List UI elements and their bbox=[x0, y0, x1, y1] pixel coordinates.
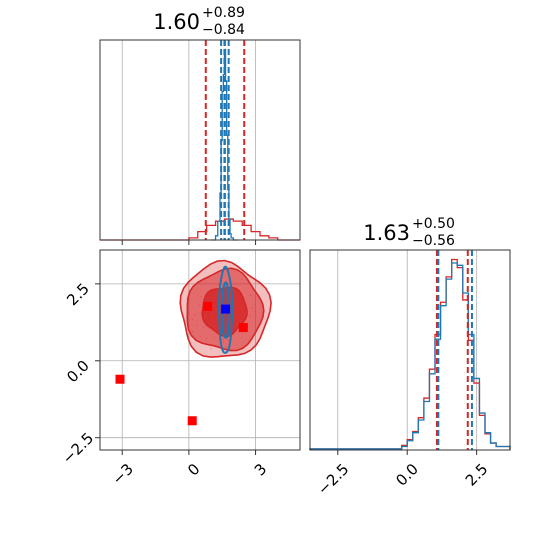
quantile-lines bbox=[435, 250, 473, 450]
axes-frame bbox=[99, 39, 301, 241]
y-tick-label: 2.5 bbox=[63, 280, 93, 310]
y-ticks: −2.5 0.0 2.5 bbox=[59, 280, 100, 468]
grid-lines bbox=[337, 250, 478, 450]
x-tick-label: 3 bbox=[251, 460, 270, 479]
x-tick-label: 2.5 bbox=[462, 460, 492, 490]
x-ticks: −3 0 3 bbox=[109, 450, 270, 488]
x-tick-label: −2.5 bbox=[314, 460, 352, 498]
title-upper: +0.50 bbox=[412, 216, 455, 232]
markers bbox=[115, 301, 248, 426]
joint-panel: −3 0 3 −2.5 0.0 2.5 bbox=[59, 249, 301, 488]
panel-title: 1.63 +0.50−0.56 bbox=[363, 216, 455, 249]
y-tick-label: −2.5 bbox=[59, 429, 97, 467]
title-lower: −0.56 bbox=[412, 233, 455, 249]
x-tick-label: 0 bbox=[184, 460, 203, 479]
x-ticks bbox=[121, 240, 257, 245]
marker-red bbox=[238, 323, 248, 333]
axes-frame bbox=[309, 249, 511, 451]
histogram-series bbox=[309, 258, 511, 450]
blue-contours bbox=[217, 265, 234, 354]
marker-blue bbox=[221, 304, 231, 314]
title-value: 1.63 bbox=[363, 221, 410, 245]
marker-red bbox=[203, 301, 213, 311]
histogram-blue bbox=[309, 262, 511, 450]
title-value: 1.60 bbox=[153, 10, 200, 34]
axes-frame bbox=[99, 249, 301, 451]
y-tick-label: 0.0 bbox=[63, 357, 93, 387]
title-lower: −0.84 bbox=[202, 22, 245, 38]
sample-point-red bbox=[210, 347, 212, 350]
histogram-panel-param1: 1.60 +0.89−0.84 bbox=[99, 5, 301, 245]
blue-contour bbox=[217, 265, 234, 354]
x-tick-label: −3 bbox=[109, 460, 137, 488]
panel-title: 1.60 +0.89−0.84 bbox=[153, 5, 245, 38]
histogram-red bbox=[100, 218, 300, 241]
histogram-series bbox=[100, 48, 300, 241]
histogram-red bbox=[309, 258, 511, 450]
grid-lines bbox=[121, 40, 256, 240]
title-upper: +0.89 bbox=[202, 5, 245, 21]
x-ticks: −2.5 0.0 2.5 bbox=[314, 450, 491, 499]
marker-red bbox=[187, 416, 197, 426]
x-tick-label: 0.0 bbox=[392, 460, 422, 490]
quantile-lines bbox=[204, 40, 246, 240]
marker-red bbox=[115, 374, 125, 384]
histogram-panel-param2: −2.5 0.0 2.5 1.63 +0.50−0.56 bbox=[309, 216, 511, 499]
